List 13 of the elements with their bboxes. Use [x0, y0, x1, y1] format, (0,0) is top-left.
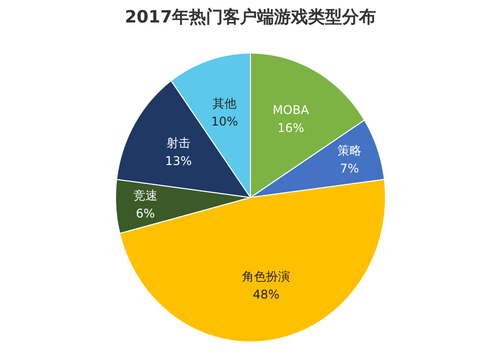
data-label: 13%: [165, 154, 192, 168]
chart-title: 2017年热门客户端游戏类型分布: [124, 8, 376, 28]
data-label: 48%: [252, 288, 280, 302]
slice-label: 射击: [166, 136, 190, 150]
data-label: 6%: [136, 206, 155, 221]
slice-label: 竞速: [133, 188, 158, 202]
slice-label: 其他: [212, 96, 237, 110]
data-label: 10%: [211, 114, 238, 128]
slice-label: 角色扮演: [242, 269, 290, 284]
data-label: 7%: [340, 161, 360, 176]
slice-label: MOBA: [272, 102, 310, 117]
slice-label: 策略: [338, 143, 362, 158]
data-label: 16%: [277, 121, 304, 136]
